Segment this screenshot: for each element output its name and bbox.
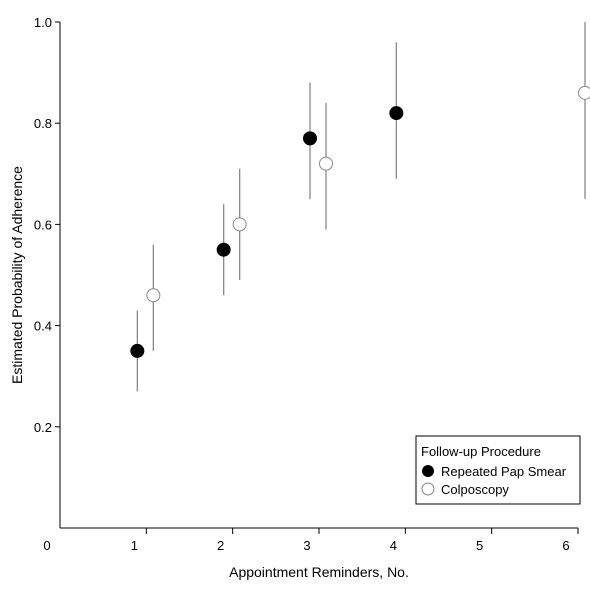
legend-box: [415, 435, 581, 505]
point-repeated-pap-smear: [216, 242, 231, 257]
x-tick-label: 3: [303, 538, 310, 553]
point-repeated-pap-smear: [389, 106, 404, 121]
y-axis-label: Estimated Probability of Adherence: [9, 166, 25, 384]
y-tick-label: 1.0: [34, 15, 52, 30]
x-tick-label: 0: [43, 538, 50, 553]
error-bars: [136, 22, 586, 392]
point-colposcopy: [232, 217, 247, 232]
y-tick-label: 0.8: [34, 116, 52, 131]
point-colposcopy: [578, 85, 590, 100]
x-tick-label: 4: [390, 538, 397, 553]
x-tick-label: 5: [476, 538, 483, 553]
y-ticks: 0.2 0.4 0.6 0.8 1.0: [34, 15, 60, 435]
x-tick-label: 6: [562, 538, 569, 553]
y-tick-label: 0.4: [34, 319, 52, 334]
point-colposcopy: [146, 288, 161, 303]
legend-entry-colposcopy: Colposcopy: [441, 482, 509, 497]
y-tick-label: 0.2: [34, 420, 52, 435]
legend-marker-colposcopy: [421, 482, 435, 496]
point-colposcopy: [319, 156, 333, 171]
x-ticks: 0 1 2 3 4 5 6: [43, 528, 579, 553]
data-points: [130, 85, 590, 358]
x-tick-label: 2: [217, 538, 224, 553]
legend: Follow-up Procedure Repeated Pap Smear C…: [415, 435, 581, 505]
legend-title: Follow-up Procedure: [421, 444, 541, 459]
x-tick-label: 1: [131, 538, 138, 553]
point-repeated-pap-smear: [303, 131, 317, 146]
x-axis-label: Appointment Reminders, No.: [229, 564, 409, 580]
legend-entry-repeated-pap-smear: Repeated Pap Smear: [441, 464, 567, 479]
y-tick-label: 0.6: [34, 217, 52, 232]
point-repeated-pap-smear: [130, 343, 145, 358]
legend-marker-repeated-pap-smear: [422, 465, 434, 477]
